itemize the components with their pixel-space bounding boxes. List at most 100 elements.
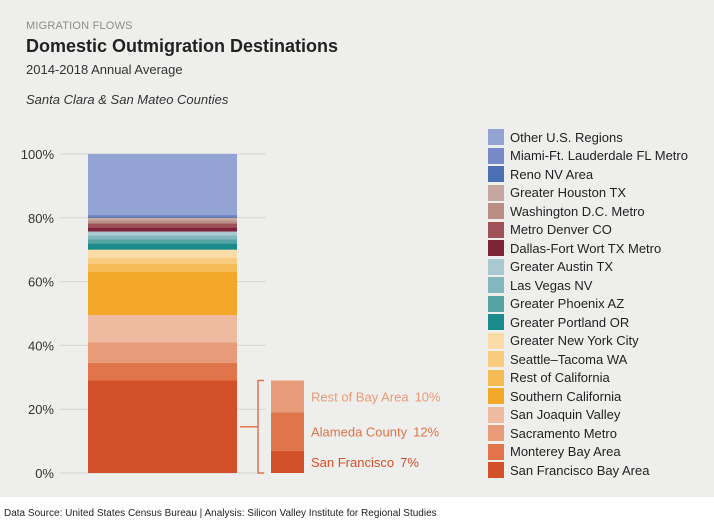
- bar-segment: [88, 342, 237, 363]
- legend-swatch: [488, 240, 504, 257]
- bar-segment: [88, 227, 237, 232]
- legend-swatch: [488, 351, 504, 368]
- breakout-label-name: San Francisco: [311, 455, 394, 470]
- bar-segment: [88, 154, 237, 215]
- legend-swatch: [488, 166, 504, 183]
- legend-swatch: [488, 314, 504, 331]
- breakout-label: Alameda County 12%: [311, 425, 440, 440]
- bar-segment: [88, 217, 237, 221]
- legend-item: San Joaquin Valley: [488, 406, 688, 425]
- legend-label: Las Vegas NV: [510, 277, 593, 293]
- breakout-label: Rest of Bay Area 10%: [311, 389, 441, 404]
- breakout-segment: [271, 412, 304, 451]
- legend-swatch: [488, 221, 504, 238]
- breakout-bracket: [257, 379, 264, 474]
- breakout-label-pct: 10%: [415, 389, 441, 404]
- legend-label: Seattle–Tacoma WA: [510, 351, 628, 367]
- chart-region: Santa Clara & San Mateo Counties: [26, 92, 229, 107]
- legend-item: Metro Denver CO: [488, 221, 688, 240]
- legend-swatch: [488, 203, 504, 220]
- legend-swatch: [488, 425, 504, 442]
- legend-swatch: [488, 443, 504, 460]
- legend-item: Reno NV Area: [488, 165, 688, 184]
- legend-item: Greater Portland OR: [488, 313, 688, 332]
- legend-label: Metro Denver CO: [510, 222, 612, 238]
- breakout-label: San Francisco 7%: [311, 455, 419, 470]
- legend-swatch: [488, 462, 504, 479]
- bar-segment: [88, 239, 237, 244]
- legend-swatch: [488, 258, 504, 275]
- legend-label: Greater Phoenix AZ: [510, 296, 625, 312]
- legend-label: Greater Houston TX: [510, 185, 627, 201]
- y-tick-label: 60%: [28, 275, 54, 290]
- bar-segment: [88, 220, 237, 224]
- legend-label: Greater New York City: [510, 333, 639, 349]
- legend-item: Monterey Bay Area: [488, 443, 688, 462]
- legend-label: Southern California: [510, 388, 622, 404]
- chart-title: Domestic Outmigration Destinations: [26, 36, 339, 56]
- legend-item: Greater New York City: [488, 332, 688, 351]
- bar-segment: [88, 257, 237, 265]
- bar-segment: [88, 223, 237, 228]
- chart-subtitle: 2014-2018 Annual Average: [26, 62, 183, 77]
- bar-segment: [88, 243, 237, 250]
- main-stacked-bar: [88, 154, 237, 473]
- y-tick-label: 80%: [28, 211, 54, 226]
- bar-segment: [88, 235, 237, 240]
- breakout-label-pct: 12%: [413, 425, 439, 440]
- bar-segment: [88, 214, 237, 217]
- y-tick-label: 0%: [35, 466, 54, 481]
- legend-label: San Joaquin Valley: [510, 407, 621, 423]
- bar-segment: [88, 264, 237, 273]
- legend-swatch: [488, 184, 504, 201]
- breakout-segment: [271, 450, 304, 473]
- bar-segment: [88, 272, 237, 316]
- breakout-label-name: Alameda County: [311, 425, 408, 440]
- legend: Other U.S. Regions Miami-Ft. Lauderdale F…: [488, 128, 688, 480]
- legend-swatch: [488, 147, 504, 164]
- legend-label: Washington D.C. Metro: [510, 203, 645, 219]
- bar-segment: [88, 231, 237, 236]
- legend-label: Sacramento Metro: [510, 425, 617, 441]
- bar-segment: [88, 216, 237, 218]
- legend-swatch: [488, 406, 504, 423]
- legend-item: Rest of California: [488, 369, 688, 388]
- legend-label: Greater Portland OR: [510, 314, 630, 330]
- breakout-segment: [271, 380, 304, 413]
- legend-item: Seattle–Tacoma WA: [488, 350, 688, 369]
- y-tick-label: 20%: [28, 402, 54, 417]
- legend-item: San Francisco Bay Area: [488, 461, 688, 480]
- legend-item: Sacramento Metro: [488, 424, 688, 443]
- legend-item: Greater Houston TX: [488, 184, 688, 203]
- legend-swatch: [488, 295, 504, 312]
- legend-label: Greater Austin TX: [510, 259, 614, 275]
- legend-swatch: [488, 129, 504, 146]
- legend-item: Miami-Ft. Lauderdale FL Metro: [488, 147, 688, 166]
- data-source-footer: Data Source: United States Census Bureau…: [4, 508, 437, 519]
- legend-item: Dallas-Fort Wort TX Metro: [488, 239, 688, 258]
- legend-item: Southern California: [488, 387, 688, 406]
- legend-item: Greater Austin TX: [488, 258, 688, 277]
- breakout-label-pct: 7%: [400, 455, 419, 470]
- bar-segment: [88, 315, 237, 343]
- legend-item: Greater Phoenix AZ: [488, 295, 688, 314]
- legend-label: Dallas-Fort Wort TX Metro: [510, 240, 662, 256]
- chart-kicker: MIGRATION FLOWS: [26, 20, 133, 32]
- bay-area-breakout: San Francisco 7% Alameda County 12% Rest of …: [240, 379, 441, 474]
- stacked-bar-chart: 0% 20% 40% 60% 80% 100% San Francisco 7% Alamed…: [21, 147, 441, 481]
- legend-swatch: [488, 369, 504, 386]
- legend-item: Las Vegas NV: [488, 276, 688, 295]
- legend-label: Monterey Bay Area: [510, 444, 621, 460]
- y-tick-labels: 0% 20% 40% 60% 80% 100%: [21, 147, 55, 481]
- legend-label: Miami-Ft. Lauderdale FL Metro: [510, 148, 688, 164]
- legend-label: Other U.S. Regions: [510, 129, 623, 145]
- legend-label: Rest of California: [510, 370, 610, 386]
- legend-item: Other U.S. Regions: [488, 128, 688, 147]
- legend-label: Reno NV Area: [510, 166, 594, 182]
- y-tick-label: 40%: [28, 338, 54, 353]
- bar-segment: [88, 380, 237, 473]
- bar-segment: [88, 362, 237, 381]
- y-tick-label: 100%: [21, 147, 55, 162]
- legend-swatch: [488, 277, 504, 294]
- legend-label: San Francisco Bay Area: [510, 462, 650, 478]
